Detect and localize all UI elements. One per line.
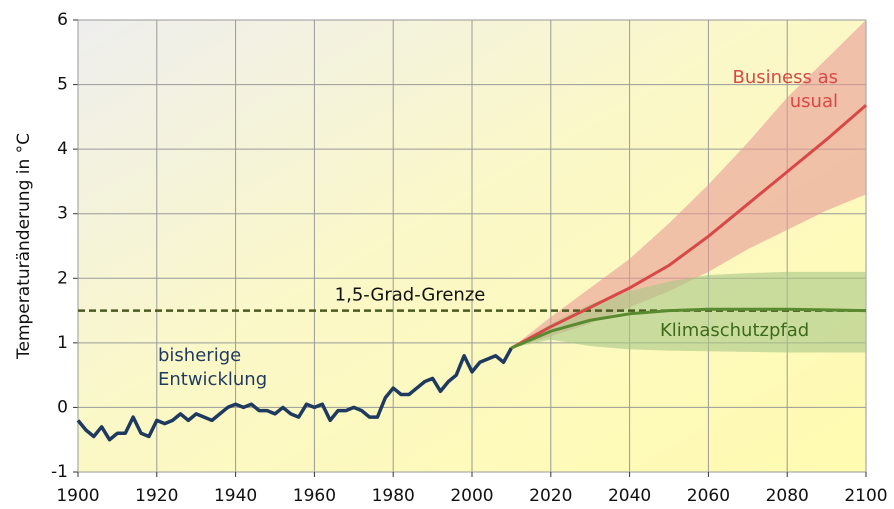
y-tick-label: 3 [57, 204, 68, 224]
x-tick-label: 1940 [214, 486, 257, 506]
reference-label: 1,5-Grad-Grenze [335, 285, 486, 306]
x-tick-label: 2000 [450, 486, 493, 506]
x-tick-label: 2100 [844, 486, 887, 506]
y-tick-label: 1 [57, 333, 68, 353]
uncertainty-band [511, 20, 866, 349]
series-line [76, 347, 513, 442]
x-tick-label: 1980 [372, 486, 415, 506]
x-tick-label: 2080 [766, 486, 809, 506]
y-tick-label: -1 [51, 462, 68, 482]
y-tick-label: 0 [57, 397, 68, 417]
x-tick-label: 1960 [293, 486, 336, 506]
y-tick-label: 5 [57, 75, 68, 95]
x-tick-label: 1900 [56, 486, 99, 506]
series-line [510, 104, 867, 350]
y-tick-label: 2 [57, 268, 68, 288]
series-label: Business as usual [732, 67, 838, 112]
series-label: Klimaschutzpfad [660, 320, 810, 341]
series-label: bisherige Entwicklung [158, 345, 268, 390]
x-tick-label: 2060 [687, 486, 730, 506]
y-tick-label: 6 [57, 10, 68, 30]
uncertainty-band [511, 271, 866, 353]
y-axis-label: Temperaturänderung in °C [14, 133, 34, 360]
x-tick-label: 2040 [608, 486, 651, 506]
x-tick-label: 2020 [529, 486, 572, 506]
x-tick-label: 1920 [135, 486, 178, 506]
series-line [510, 307, 867, 350]
y-tick-label: 4 [57, 139, 68, 159]
